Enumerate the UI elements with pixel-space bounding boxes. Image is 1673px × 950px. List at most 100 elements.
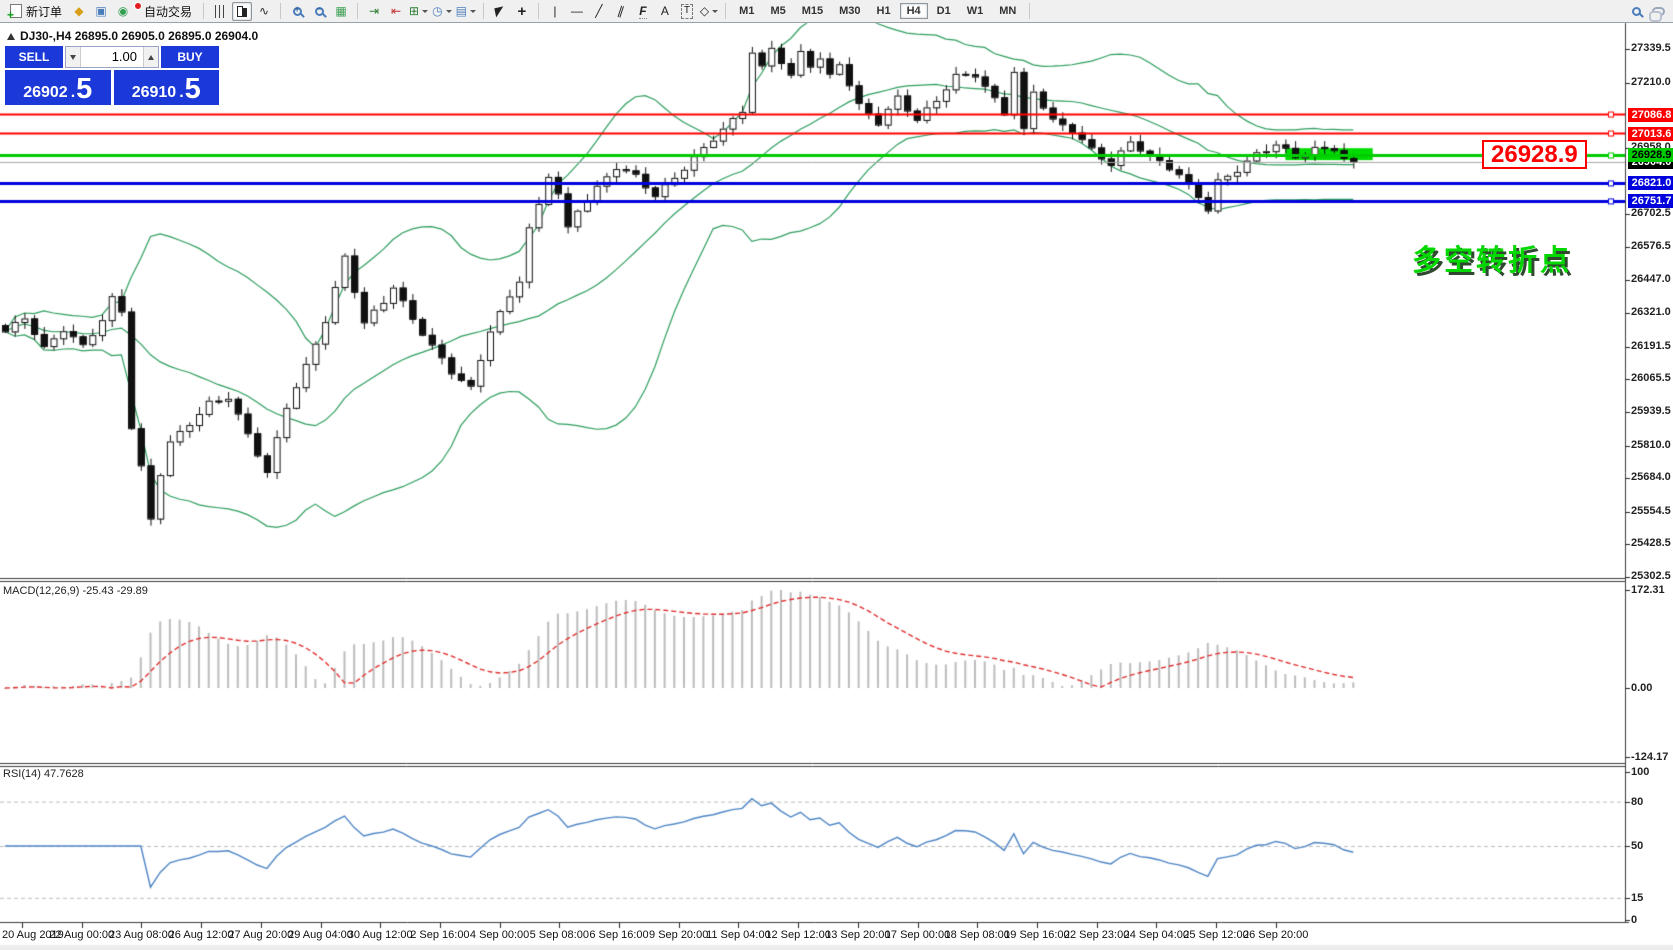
tile-windows-icon[interactable]: ▦	[331, 2, 351, 21]
sell-price-main: 26902	[23, 84, 68, 101]
hline-price-chip: 27086.8	[1628, 107, 1673, 122]
price-tick-label: 27210.0	[1631, 75, 1671, 88]
time-axis-label: 26 Aug 12:00	[168, 929, 234, 941]
time-axis-label: 19 Sep 16:00	[1004, 929, 1070, 941]
search-icon[interactable]	[1626, 2, 1646, 21]
rsi-tick-label: 100	[1631, 766, 1650, 778]
cursor-icon[interactable]: ◤	[490, 2, 510, 21]
price-callout-label[interactable]: 26928.9	[1482, 140, 1587, 169]
price-tick-label: 26576.5	[1631, 239, 1671, 252]
text-tool-icon[interactable]: A	[655, 2, 675, 21]
macd-tick-label: -124.17	[1631, 751, 1669, 763]
profile-icon: ▣	[95, 4, 107, 18]
sell-price-button[interactable]: 26902 . 5	[5, 70, 111, 105]
signals-icon[interactable]: ◉	[113, 2, 133, 21]
sell-price-pip: 5	[76, 73, 93, 105]
market-depth-icon[interactable]: ◆	[69, 2, 89, 21]
price-tick-label: 25939.5	[1631, 404, 1671, 417]
indicators-menu-icon[interactable]: ⊞	[408, 2, 429, 21]
sell-price-dot: .	[70, 84, 76, 101]
price-tick-label: 25684.0	[1631, 471, 1671, 484]
auto-trading-label: 自动交易	[144, 4, 193, 19]
hline-price-chip: 26751.7	[1628, 194, 1673, 209]
buy-price-pip: 5	[184, 73, 201, 105]
chat-icon	[1648, 6, 1665, 22]
zoom-in-icon[interactable]	[287, 2, 307, 21]
fibonacci-tool-icon: F	[639, 3, 647, 19]
candlesticks-icon	[236, 4, 249, 18]
time-axis-label: 5 Sep 08:00	[529, 929, 589, 941]
text-label-tool-icon[interactable]: T	[677, 2, 697, 21]
equidistant-channel-tool-icon[interactable]: ∥	[611, 2, 631, 21]
templates-menu-icon[interactable]: ▤	[455, 2, 477, 21]
time-axis-label: 11 Sep 04:00	[706, 929, 771, 941]
timeframe-d1-button[interactable]: D1	[936, 5, 951, 17]
time-axis-label: 2 Sep 16:00	[410, 929, 470, 941]
equidistant-channel-tool-icon: ∥	[615, 3, 626, 19]
toolbar-separator	[482, 3, 484, 19]
shapes-tool-icon[interactable]: ◇	[699, 2, 719, 21]
auto-scroll-icon[interactable]: ⇥	[364, 2, 384, 21]
time-axis-label: 30 Aug 12:00	[347, 929, 413, 941]
toolbar-separator	[1029, 3, 1031, 19]
timeframe-h1-button[interactable]: H1	[876, 5, 891, 17]
chart-shift-icon: ⇤	[391, 4, 402, 18]
market-depth-icon: ◆	[74, 4, 84, 18]
trendline-tool-icon[interactable]: ╱	[589, 2, 609, 21]
sell-button[interactable]: SELL	[5, 46, 63, 68]
chat-icon[interactable]	[1648, 2, 1668, 22]
signals-icon: ◉	[117, 4, 129, 18]
periods-menu-icon[interactable]: ◷	[431, 2, 452, 21]
toolbar-separator	[725, 3, 727, 19]
rsi-tick-label: 80	[1631, 795, 1644, 808]
buy-price-main: 26910	[131, 84, 177, 101]
time-axis-label: 6 Sep 16:00	[589, 929, 649, 941]
volume-increase-button[interactable]	[143, 47, 158, 67]
volume-stepper[interactable]: 1.00	[65, 46, 159, 68]
timeframe-m30-button[interactable]: M30	[839, 5, 861, 17]
horizontal-line-tool-icon[interactable]: —	[567, 2, 587, 21]
toolbar-separator	[537, 3, 539, 19]
line-chart-icon[interactable]: ∿	[254, 2, 274, 21]
line-chart-icon: ∿	[259, 4, 270, 18]
ohlc-bars-icon[interactable]	[210, 2, 230, 21]
timeframe-w1-button[interactable]: W1	[966, 5, 984, 17]
vertical-line-tool-icon[interactable]: |	[545, 2, 565, 21]
zoom-out-icon[interactable]	[309, 2, 329, 21]
time-axis-label: 13 Sep 20:00	[825, 929, 891, 941]
hline-price-chip: 26928.9	[1628, 148, 1673, 163]
crosshair-icon[interactable]: +	[512, 2, 532, 21]
price-tick-label: 25554.5	[1631, 504, 1671, 517]
timeframe-m5-button[interactable]: M5	[770, 5, 786, 17]
time-axis-label: 17 Sep 00:00	[884, 929, 951, 941]
fibonacci-tool-icon[interactable]: F	[633, 2, 653, 21]
tile-windows-icon: ▦	[335, 4, 347, 18]
buy-price-button[interactable]: 26910 . 5	[113, 70, 219, 105]
profile-icon[interactable]: ▣	[91, 2, 111, 21]
volume-value[interactable]: 1.00	[111, 49, 137, 64]
rsi-tick-label: 15	[1631, 891, 1644, 904]
volume-decrease-button[interactable]	[66, 47, 81, 67]
new-order-button[interactable]: 新订单	[4, 2, 68, 22]
timeframe-mn-button[interactable]: MN	[999, 5, 1017, 17]
price-tick-label: 26065.5	[1631, 372, 1671, 385]
periods-menu-icon: ◷	[432, 4, 443, 18]
timeframe-m15-button[interactable]: M15	[801, 5, 824, 17]
price-tick-label: 25302.5	[1631, 570, 1671, 583]
collapse-panel-icon[interactable]	[7, 32, 15, 40]
time-axis-label: 29 Aug 04:00	[288, 929, 353, 941]
candlesticks-icon[interactable]	[232, 1, 253, 21]
new-order-icon	[7, 4, 22, 22]
chart-shift-icon[interactable]: ⇤	[386, 2, 406, 21]
toolbar-separator	[357, 3, 359, 19]
time-axis-label: 26 Sep 20:00	[1242, 929, 1309, 941]
triangle-down-icon	[70, 54, 76, 60]
chart-annotation-text[interactable]: 多空转折点	[1412, 245, 1573, 277]
auto-trading-button[interactable]: 自动交易	[134, 2, 198, 21]
buy-button[interactable]: BUY	[161, 46, 219, 68]
zoom-in-icon	[292, 4, 302, 16]
timeframe-h4-button[interactable]: H4	[899, 3, 928, 19]
timeframe-m1-button[interactable]: M1	[739, 5, 755, 17]
